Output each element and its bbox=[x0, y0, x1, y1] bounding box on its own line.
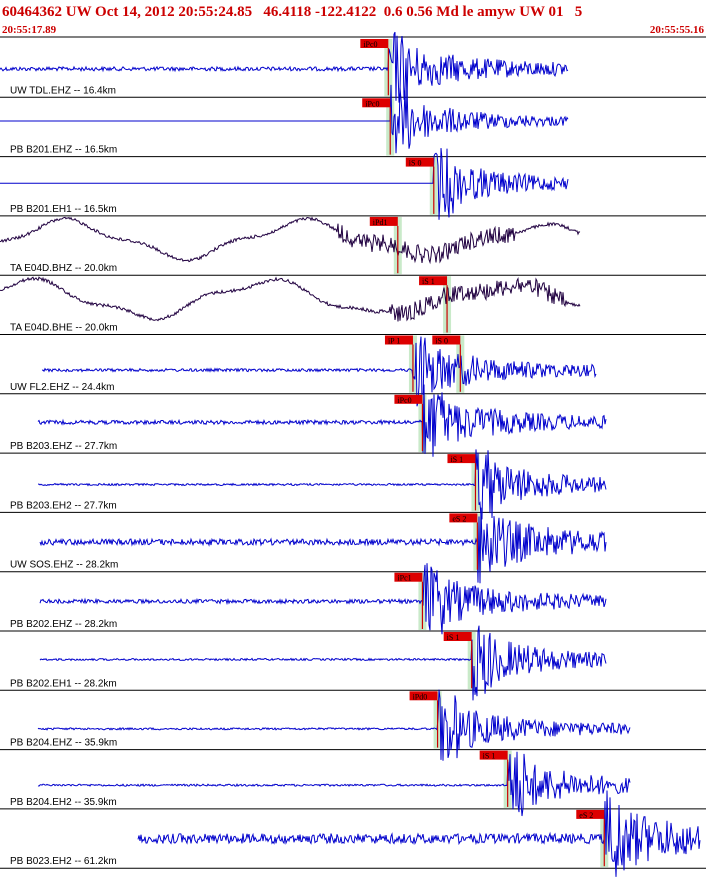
pick-label: iPc0 bbox=[365, 99, 379, 108]
pick-label: iS 0 bbox=[409, 159, 422, 168]
station-label: UW FL2.EHZ -- 24.4km bbox=[10, 382, 114, 393]
pick-label-box bbox=[449, 513, 478, 523]
station-label: UW SOS.EHZ -- 28.2km bbox=[10, 560, 118, 571]
station-label: PB B204.EHZ -- 35.9km bbox=[10, 738, 117, 749]
waveform-trace bbox=[0, 276, 581, 322]
waveform-trace bbox=[0, 31, 569, 103]
waveform-trace bbox=[39, 563, 607, 635]
station-label: PB B202.EH1 -- 28.2km bbox=[10, 678, 117, 689]
station-label: PB B203.EHZ -- 27.7km bbox=[10, 441, 117, 452]
station-label: PB B203.EH2 -- 27.7km bbox=[10, 500, 117, 511]
station-label: PB B201.EHZ -- 16.5km bbox=[10, 145, 117, 156]
pick-label-box bbox=[479, 750, 508, 760]
pick-label-box bbox=[576, 809, 605, 819]
pick-label-box bbox=[394, 572, 423, 582]
event-summary-title: 60464362 UW Oct 14, 2012 20:55:24.85 46.… bbox=[2, 4, 582, 20]
trace-panel: eS 2 UW SOS.EHZ -- 28.2km bbox=[0, 507, 706, 584]
pick-label: iPd0 bbox=[413, 692, 428, 701]
station-label: PB B202.EHZ -- 28.2km bbox=[10, 619, 117, 630]
trace-panel: iP 1 iS 0 UW FL2.EHZ -- 24.4km bbox=[0, 335, 706, 409]
trace-panel: eS 2 PB B023.EH2 -- 61.2km bbox=[0, 790, 706, 877]
trace-panel: iS 0 PB B201.EH1 -- 16.5km bbox=[0, 148, 706, 220]
station-label: TA E04D.BHZ -- 20.0km bbox=[10, 263, 117, 274]
waveform-trace bbox=[37, 689, 631, 761]
pick-label: iPc0 bbox=[397, 396, 411, 405]
pick-label-box bbox=[419, 276, 448, 286]
pick-label: eS 2 bbox=[579, 811, 593, 820]
end-time-label: 20:55:55.16 bbox=[650, 24, 705, 36]
waveform-trace bbox=[41, 336, 597, 409]
pick-label: iS 1 bbox=[447, 633, 460, 642]
trace-panel: iPd1 TA E04D.BHZ -- 20.0km bbox=[0, 216, 706, 276]
trace-panel: iS 1 TA E04D.BHE -- 20.0km bbox=[0, 276, 706, 335]
station-label: UW TDL.EHZ -- 16.4km bbox=[10, 85, 116, 96]
trace-panel: iPd0 PB B204.EHZ -- 35.9km bbox=[0, 689, 706, 761]
waveform-trace bbox=[137, 790, 701, 877]
pick-label: iPc1 bbox=[397, 574, 411, 583]
pick-label-box bbox=[369, 216, 398, 226]
pick-label: iPd1 bbox=[373, 218, 388, 227]
waveform-trace bbox=[38, 449, 607, 520]
trace-panel: iPc0 PB B201.EHZ -- 16.5km bbox=[0, 84, 706, 158]
trace-panel: iPc0 PB B203.EHZ -- 27.7km bbox=[0, 384, 706, 457]
trace-panel: iS 1 PB B203.EH2 -- 27.7km bbox=[0, 449, 706, 520]
waveform-trace bbox=[0, 216, 581, 265]
trace-panels: iPc0 UW TDL.EHZ -- 16.4km iPc0 PB B201.EHZ … bbox=[0, 31, 706, 877]
pick-label-box bbox=[443, 632, 472, 641]
pick-label-box bbox=[384, 335, 413, 345]
waveform-trace bbox=[39, 625, 607, 701]
trace-panel: iPc1 PB B202.EHZ -- 28.2km bbox=[0, 563, 706, 635]
waveform-trace bbox=[37, 384, 607, 457]
pick-label-box bbox=[405, 157, 434, 167]
pick-label: iPc0 bbox=[363, 40, 377, 49]
pick-label: iS 0 bbox=[435, 337, 448, 346]
pick-label: iS 1 bbox=[483, 752, 496, 761]
station-label: PB B023.EH2 -- 61.2km bbox=[10, 856, 117, 867]
waveform-trace bbox=[0, 148, 569, 220]
trace-panel: iPc0 UW TDL.EHZ -- 16.4km bbox=[0, 31, 706, 103]
pick-label-box bbox=[394, 394, 423, 404]
pick-label-box bbox=[447, 454, 476, 464]
pick-label: iS 1 bbox=[450, 455, 463, 464]
pick-label: iS 1 bbox=[422, 277, 435, 286]
pick-label: eS 2 bbox=[452, 514, 466, 523]
start-time-label: 20:55:17.89 bbox=[2, 24, 57, 36]
trace-panel: iS 1 PB B204.EH2 -- 35.9km bbox=[0, 750, 706, 817]
waveform-trace bbox=[0, 84, 569, 154]
waveform-trace bbox=[37, 751, 631, 817]
pick-label-box bbox=[360, 39, 389, 48]
pick-label-box bbox=[362, 98, 391, 108]
station-label: PB B201.EH1 -- 16.5km bbox=[10, 204, 117, 215]
station-label: PB B204.EH2 -- 35.9km bbox=[10, 797, 117, 808]
station-label: TA E04D.BHE -- 20.0km bbox=[10, 323, 118, 334]
waveform-trace bbox=[39, 507, 607, 584]
trace-panel: iS 1 PB B202.EH1 -- 28.2km bbox=[0, 625, 706, 701]
pick-label-box bbox=[409, 691, 438, 701]
pick-label-box bbox=[432, 335, 461, 345]
pick-label: iP 1 bbox=[388, 337, 400, 346]
